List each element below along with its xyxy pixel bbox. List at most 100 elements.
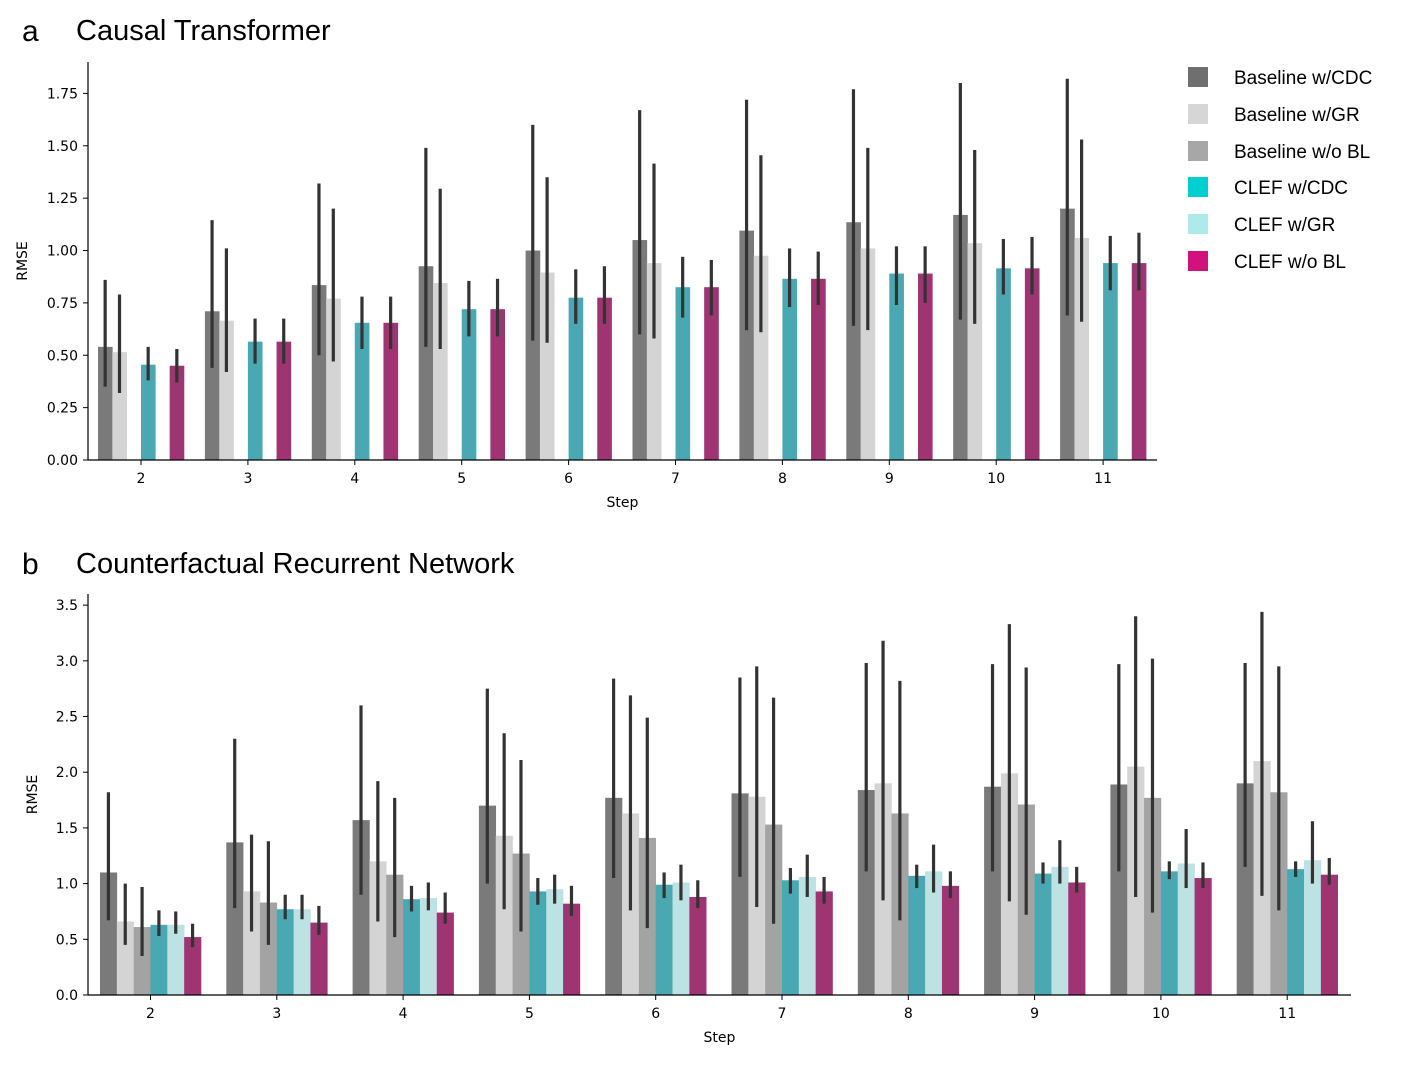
x-tick-label: 2 bbox=[137, 471, 146, 487]
x-tick-label: 8 bbox=[904, 1006, 913, 1022]
legend-swatch-baseline-nobl bbox=[1188, 141, 1208, 161]
x-tick-label: 11 bbox=[1094, 471, 1112, 487]
bar bbox=[1051, 866, 1069, 995]
bar bbox=[917, 273, 933, 460]
bar bbox=[889, 273, 904, 460]
bar bbox=[798, 876, 816, 995]
x-tick-label: 6 bbox=[651, 1006, 660, 1022]
y-tick-label: 0.5 bbox=[56, 932, 78, 948]
bar bbox=[403, 899, 421, 995]
bar bbox=[133, 927, 151, 995]
bar bbox=[495, 835, 513, 995]
x-tick-label: 6 bbox=[564, 471, 573, 487]
bar bbox=[226, 842, 244, 995]
bar bbox=[1060, 208, 1075, 460]
bar bbox=[846, 222, 861, 460]
x-tick-label: 2 bbox=[146, 1006, 155, 1022]
bar bbox=[739, 230, 755, 460]
bar bbox=[1110, 784, 1128, 995]
y-tick-label: 0.0 bbox=[56, 988, 78, 1004]
legend: Baseline w/CDC Baseline w/GR Baseline w/… bbox=[1188, 67, 1372, 273]
bar bbox=[436, 912, 454, 995]
bar bbox=[568, 297, 584, 460]
bar bbox=[276, 909, 294, 995]
bar bbox=[811, 278, 826, 460]
bar bbox=[383, 322, 399, 460]
bar bbox=[525, 250, 541, 460]
y-axis-label: RMSE bbox=[15, 241, 31, 281]
x-tick-label: 7 bbox=[671, 471, 680, 487]
y-tick-label: 1.25 bbox=[47, 191, 78, 207]
x-tick-label: 4 bbox=[399, 1006, 408, 1022]
bar bbox=[352, 820, 370, 995]
y-tick-label: 0.50 bbox=[47, 348, 78, 364]
y-tick-label: 0.25 bbox=[47, 401, 78, 417]
bar bbox=[1024, 268, 1040, 460]
bar bbox=[433, 282, 448, 460]
bar bbox=[369, 861, 387, 995]
bar bbox=[461, 309, 477, 460]
bar bbox=[150, 924, 168, 995]
bar bbox=[169, 365, 185, 460]
bar bbox=[1103, 263, 1118, 460]
bar bbox=[1131, 263, 1147, 460]
bar bbox=[967, 243, 983, 460]
legend-label-clef-gr: CLEF w/GR bbox=[1234, 215, 1335, 236]
bar bbox=[478, 805, 497, 995]
panel-b-letter: b bbox=[22, 548, 39, 581]
bar bbox=[259, 902, 278, 995]
bar bbox=[782, 880, 800, 995]
bar bbox=[219, 320, 234, 460]
bar bbox=[908, 875, 926, 995]
chart-b: 0.0 0.5 1.0 1.5 2.0 2.5 3.0 3.5 2 3 4 5 6 7 8 9 10 11 Step… bbox=[25, 594, 1351, 1046]
legend-label-clef-cdc: CLEF w/CDC bbox=[1234, 178, 1348, 199]
legend-swatch-baseline-gr bbox=[1188, 104, 1208, 124]
bar bbox=[675, 287, 691, 460]
bar bbox=[1287, 869, 1305, 995]
bar bbox=[925, 871, 943, 995]
bar bbox=[276, 341, 292, 460]
bar bbox=[539, 272, 555, 460]
bar bbox=[704, 287, 719, 460]
bar bbox=[857, 790, 875, 995]
bar bbox=[1236, 783, 1254, 995]
bar bbox=[490, 309, 505, 460]
bar bbox=[782, 278, 798, 460]
x-tick-label: 10 bbox=[987, 471, 1005, 487]
legend-swatch-clef-gr bbox=[1188, 214, 1208, 234]
y-tick-label: 0.75 bbox=[47, 296, 78, 312]
bar bbox=[116, 921, 134, 995]
bar bbox=[141, 364, 156, 460]
panel-b-title: Counterfactual Recurrent Network bbox=[76, 548, 515, 580]
bar bbox=[326, 298, 341, 460]
bar bbox=[100, 872, 118, 995]
y-tick-label: 3.0 bbox=[56, 654, 78, 670]
bar bbox=[184, 937, 202, 995]
x-tick-label: 11 bbox=[1278, 1006, 1296, 1022]
bar bbox=[1074, 237, 1090, 460]
bar bbox=[646, 263, 662, 460]
bar bbox=[731, 793, 749, 995]
y-tick-label: 1.75 bbox=[47, 86, 78, 102]
x-tick-label: 7 bbox=[778, 1006, 787, 1022]
bar bbox=[597, 297, 612, 460]
y-tick-label: 3.5 bbox=[56, 598, 78, 614]
panel-a-title: Causal Transformer bbox=[76, 15, 331, 47]
bar bbox=[112, 352, 127, 460]
bar bbox=[1177, 863, 1195, 995]
bar bbox=[1194, 878, 1212, 995]
y-tick-label: 1.00 bbox=[47, 244, 78, 260]
bar bbox=[1160, 871, 1179, 995]
x-tick-label: 8 bbox=[778, 471, 787, 487]
x-tick-label: 9 bbox=[885, 471, 894, 487]
legend-swatch-clef-nobl bbox=[1188, 251, 1208, 271]
chart-a: 0.00 0.25 0.50 0.75 1.00 1.25 1.50 1.75 2 3 4 5 6 7 8 9… bbox=[15, 62, 1157, 511]
bar bbox=[984, 786, 1002, 995]
bar bbox=[655, 884, 673, 995]
x-tick-label: 5 bbox=[457, 471, 466, 487]
y-tick-label: 0.00 bbox=[47, 453, 78, 469]
bar bbox=[247, 341, 263, 460]
y-axis-label: RMSE bbox=[25, 775, 41, 815]
bar bbox=[632, 240, 648, 460]
